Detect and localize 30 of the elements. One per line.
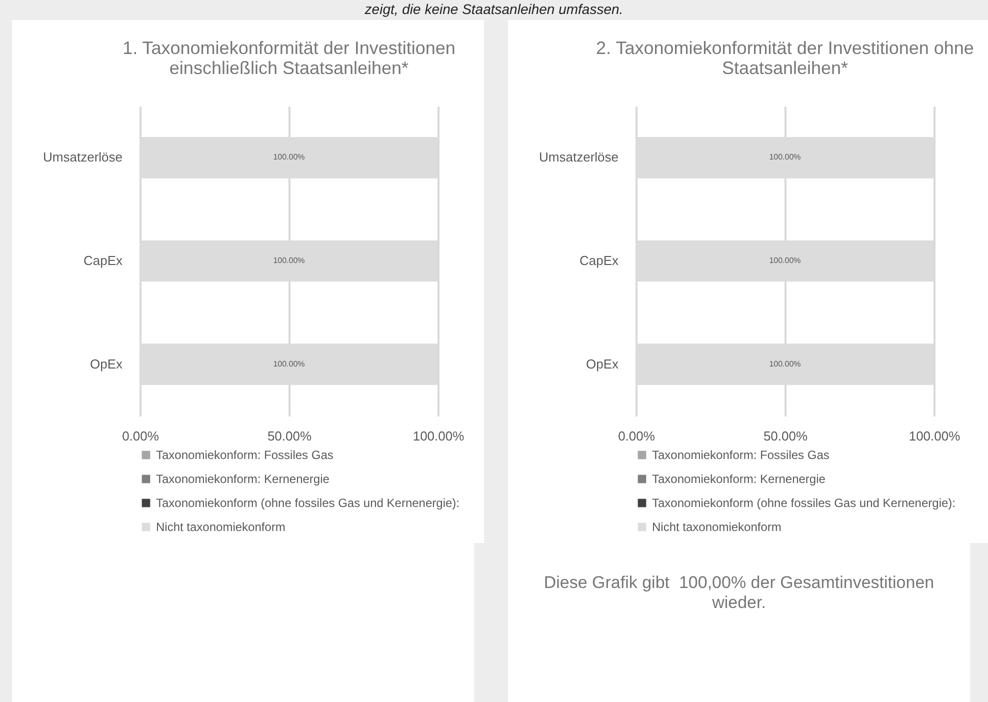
legend-label: Nicht taxonomiekonform [652, 520, 782, 534]
data-label: 100.00% [769, 359, 801, 368]
legend-label: Taxonomiekonform (ohne fossiles Gas und Kernenergie): [652, 496, 956, 510]
y-tick-label: Umsatzerlöse [43, 150, 122, 165]
x-tick-label: 100.00% [908, 428, 961, 444]
x-tick-label: 100.00% [412, 428, 465, 444]
legend-label: Taxonomiekonform: Kernenergie [652, 472, 826, 486]
text: Diese Grafik gibt 100,00% der Gesamtinvestitionen wieder. [542, 573, 936, 613]
text: zeigt, die keine Staatsanleihen umfassen. [364, 1, 624, 17]
legend-label: Nicht taxonomiekonform [156, 520, 286, 534]
legend-label: Taxonomiekonform: Fossiles Gas [156, 448, 334, 462]
chart-title: 1. Taxonomiekonformität der Investitionen einschließlich Staatsanleihen* [122, 38, 456, 78]
legend-label: Taxonomiekonform: Kernenergie [156, 472, 330, 486]
x-tick-label: 0.00% [122, 428, 160, 444]
y-tick-label: OpEx [586, 356, 619, 372]
x-tick-label: 50.00% [267, 428, 312, 444]
data-label: 100.00% [273, 256, 305, 265]
data-label: 100.00% [273, 359, 305, 368]
y-tick-label: CapEx [579, 253, 619, 268]
chart-title: 2. Taxonomiekonformität der Investitionen ohne Staatsanleihen* [596, 38, 974, 78]
x-tick-label: 0.00% [618, 428, 656, 444]
x-tick-label: 50.00% [763, 428, 808, 444]
legend-label: Taxonomiekonform (ohne fossiles Gas und Kernenergie): [156, 496, 460, 510]
legend-label: Taxonomiekonform: Fossiles Gas [652, 448, 830, 462]
y-tick-label: CapEx [83, 253, 123, 268]
data-label: 100.00% [769, 256, 801, 265]
y-tick-label: Umsatzerlöse [539, 150, 618, 165]
data-label: 100.00% [273, 152, 305, 162]
y-tick-label: OpEx [90, 356, 123, 372]
data-label: 100.00% [769, 152, 801, 162]
